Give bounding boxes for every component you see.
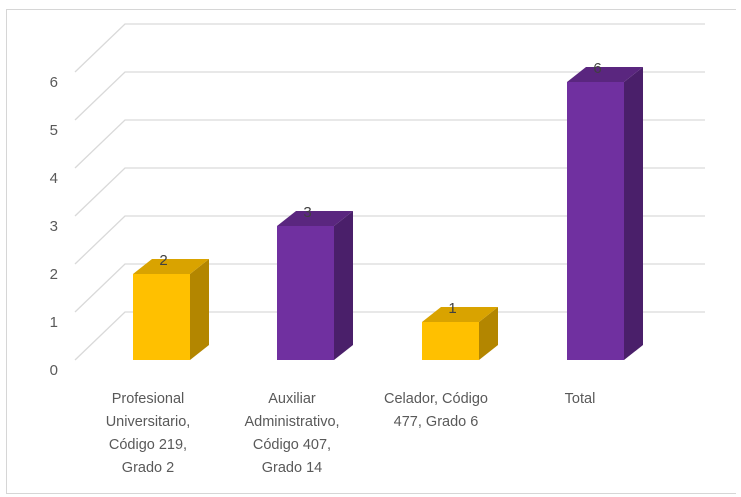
bar (133, 259, 209, 360)
bar (567, 67, 643, 360)
bar-side (479, 307, 498, 360)
gridline (74, 311, 705, 361)
y-tick-label: 4 (50, 170, 58, 187)
bar-side (334, 211, 353, 360)
y-tick-label: 0 (50, 362, 58, 379)
bar-front (422, 322, 479, 360)
bar-front (567, 82, 624, 360)
bar-front (133, 274, 190, 360)
bar-top (422, 307, 498, 322)
data-labels: 2 3 1 6 (159, 60, 601, 317)
data-label: 2 (159, 252, 167, 269)
gridlines (74, 23, 705, 361)
bar (277, 211, 353, 360)
gridline (74, 167, 705, 217)
data-label: 1 (448, 300, 456, 317)
bar-side (624, 67, 643, 360)
x-category-label: Profesional Universitario, Código 219, G… (105, 391, 191, 476)
y-axis-ticks: 0 1 2 3 4 5 6 (50, 74, 58, 379)
bar-top (133, 259, 209, 274)
data-label: 3 (303, 204, 311, 221)
gridline (74, 71, 705, 121)
y-tick-label: 5 (50, 122, 58, 139)
gridline (74, 263, 705, 313)
y-tick-label: 2 (50, 266, 58, 283)
y-tick-label: 3 (50, 218, 58, 235)
gridline (74, 23, 705, 73)
x-category-label: Total (564, 391, 596, 407)
gridline (74, 215, 705, 265)
y-tick-label: 6 (50, 74, 58, 91)
x-category-label: Auxiliar Administrativo, Código 407, Gra… (244, 391, 340, 476)
x-category-label: Celador, Código 477, Grado 6 (384, 391, 488, 430)
bar-front (277, 226, 334, 360)
bar-side (190, 259, 209, 360)
data-label: 6 (593, 60, 601, 77)
bar-top (567, 67, 643, 82)
bars (133, 67, 643, 360)
gridline (74, 119, 705, 169)
bar-top (277, 211, 353, 226)
y-tick-label: 1 (50, 314, 58, 331)
chart-frame (6, 9, 736, 494)
bar (422, 307, 498, 360)
